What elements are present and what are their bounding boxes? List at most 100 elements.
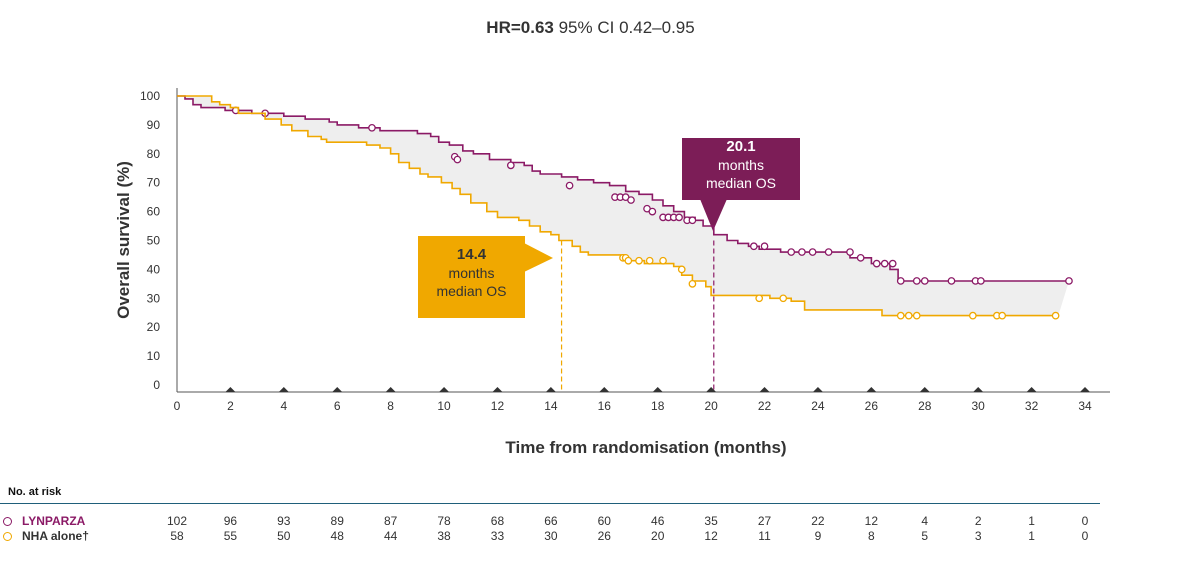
risk-count: 50 — [277, 529, 291, 543]
x-tick-marker — [278, 387, 289, 392]
x-tick-label: 30 — [971, 399, 985, 413]
censor-marker — [688, 279, 697, 288]
x-tick-marker — [919, 387, 930, 392]
x-tick-label: 32 — [1025, 399, 1039, 413]
y-tick-label: 60 — [147, 205, 161, 219]
y-tick-label: 70 — [147, 176, 161, 190]
censor-marker — [565, 181, 574, 190]
shaded-difference-area — [177, 96, 1069, 316]
risk-table-title: No. at risk — [8, 486, 62, 498]
x-tick-marker — [225, 387, 236, 392]
censor-marker — [880, 259, 889, 268]
hazard-ratio-title: HR=0.63 95% CI 0.42–0.95 — [0, 18, 1181, 38]
x-tick-marker — [1080, 387, 1090, 392]
risk-row: LYNPARZA 102 96 93 89 87 78 68 66 60 46 35 27 22 12 4 2 1… — [0, 514, 1181, 530]
y-tick-label: 50 — [147, 234, 161, 248]
censor-marker — [968, 311, 977, 320]
y-tick-label: 0 — [153, 378, 160, 392]
x-tick-marker — [812, 387, 823, 392]
risk-count: 87 — [383, 514, 398, 528]
lynparza-median-callout: 20.1 months median OS — [682, 138, 800, 200]
censor-marker — [920, 277, 929, 285]
censor-marker — [846, 248, 854, 256]
risk-count: 96 — [223, 514, 238, 528]
risk-row-label: LYNPARZA — [22, 514, 86, 528]
censor-marker — [779, 294, 788, 303]
x-tick-label: 20 — [704, 399, 718, 413]
censor-marker — [888, 259, 897, 268]
risk-count: 35 — [704, 514, 718, 528]
confidence-interval: 95% CI 0.42–0.95 — [553, 18, 695, 37]
risk-count: 8 — [868, 529, 875, 543]
x-tick-label: 24 — [811, 399, 825, 413]
censor-marker — [677, 265, 686, 274]
censor-marker — [624, 256, 633, 265]
censor-marker — [453, 155, 462, 164]
y-tick-label: 100 — [140, 89, 160, 103]
censor-marker — [896, 311, 905, 320]
x-tick-label: 14 — [544, 399, 558, 413]
x-tick-label: 22 — [758, 399, 772, 413]
y-tick-label: 30 — [147, 291, 161, 305]
risk-count: 78 — [437, 514, 451, 528]
risk-count: 102 — [166, 514, 188, 528]
x-tick-label: 28 — [918, 399, 932, 413]
risk-count: 26 — [597, 529, 611, 543]
y-tick-label: 40 — [147, 262, 161, 276]
censor-marker — [896, 277, 905, 285]
risk-count: 1 — [1028, 514, 1035, 528]
x-tick-marker — [866, 387, 877, 392]
censor-marker — [675, 213, 683, 222]
x-tick-marker — [332, 387, 343, 392]
risk-count: 4 — [921, 514, 929, 528]
risk-count: 1 — [1028, 529, 1035, 543]
censor-marker — [856, 253, 865, 262]
censor-marker — [635, 256, 643, 265]
censor-marker — [912, 277, 921, 285]
censor-marker — [912, 311, 921, 320]
risk-count: 0 — [1081, 529, 1089, 543]
risk-count: 9 — [814, 529, 822, 543]
lynparza-curve — [177, 95, 1069, 282]
x-tick-marker — [545, 387, 556, 392]
hazard-ratio-value: HR=0.63 — [486, 18, 554, 37]
censor-marker — [787, 248, 796, 256]
censor-marker — [645, 256, 654, 265]
censor-marker — [659, 256, 667, 265]
x-tick-marker — [385, 387, 396, 392]
lynparza-median-value: 20.1 — [726, 138, 756, 155]
y-tick-label: 10 — [147, 349, 161, 363]
censor-marker — [872, 259, 881, 268]
nha-median-label: median OS — [436, 283, 507, 299]
x-tick-label: 10 — [437, 399, 451, 413]
x-tick-marker — [706, 387, 717, 392]
risk-count: 3 — [974, 529, 982, 543]
risk-count: 55 — [223, 529, 238, 543]
y-axis-label: Overall survival (%) — [114, 161, 133, 319]
censor-marker — [506, 161, 515, 170]
legend-marker — [3, 517, 12, 526]
risk-count: 89 — [330, 514, 344, 528]
x-tick-marker — [759, 387, 770, 392]
risk-row-label: NHA alone† — [22, 529, 89, 543]
risk-count: 93 — [277, 514, 291, 528]
nha-median-value: 14.4 — [456, 246, 487, 263]
censor-marker — [755, 294, 764, 303]
x-axis-label: Time from randomisation (months) — [505, 438, 787, 457]
legend-marker — [3, 532, 12, 541]
risk-count: 20 — [651, 529, 665, 543]
nha-median-callout: 14.4 months median OS — [418, 236, 525, 318]
risk-count: 38 — [437, 529, 451, 543]
y-tick-label: 90 — [147, 118, 161, 132]
x-tick-label: 26 — [865, 399, 879, 413]
risk-count: 60 — [597, 514, 611, 528]
censor-marker — [1051, 311, 1060, 320]
censor-marker — [998, 311, 1007, 320]
nha-curve — [177, 95, 1059, 317]
risk-count: 33 — [490, 529, 505, 543]
censor-marker — [1065, 277, 1073, 285]
x-tick-label: 2 — [227, 399, 234, 413]
x-tick-label: 16 — [598, 399, 612, 413]
censor-marker — [808, 248, 817, 256]
censor-marker — [688, 216, 697, 225]
